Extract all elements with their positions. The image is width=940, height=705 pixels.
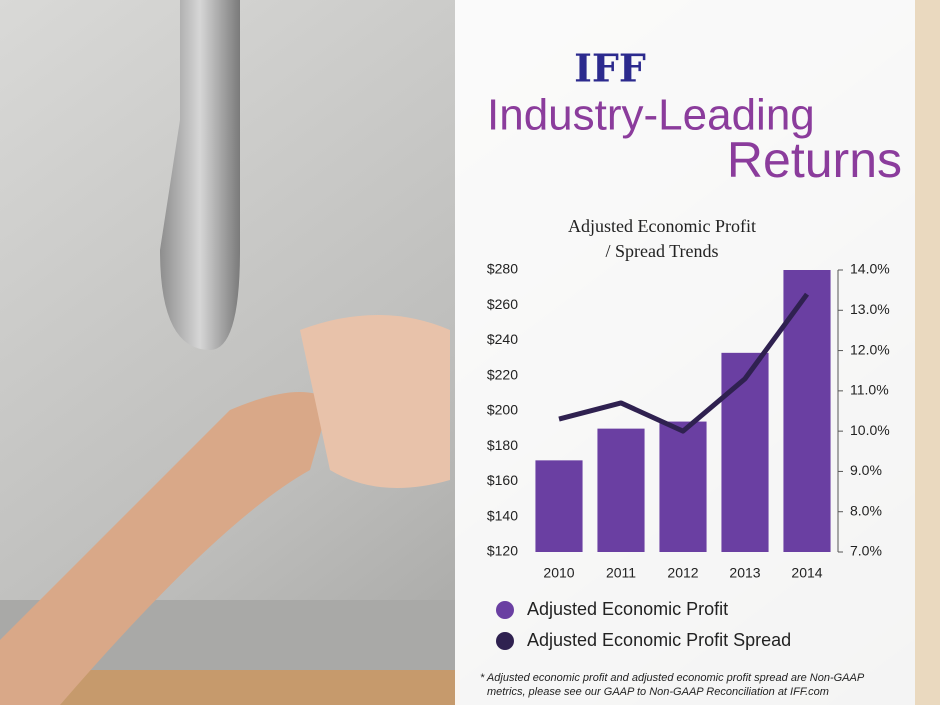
footnote: * Adjusted economic profit and adjusted … bbox=[480, 672, 865, 684]
y-tick-label: $160 bbox=[487, 472, 518, 488]
y2-tick-label: 14.0% bbox=[850, 261, 890, 277]
legend-label: Adjusted Economic Profit bbox=[527, 599, 728, 619]
legend-marker bbox=[496, 632, 514, 650]
y2-tick-label: 11.0% bbox=[850, 382, 889, 398]
bar bbox=[721, 352, 769, 552]
x-tick-label: 2014 bbox=[791, 565, 822, 581]
y-tick-label: $200 bbox=[487, 402, 518, 418]
title: Returns bbox=[727, 132, 902, 188]
y-tick-label: $140 bbox=[487, 507, 518, 523]
x-tick-label: 2012 bbox=[667, 565, 698, 581]
y-tick-label: $120 bbox=[487, 543, 518, 559]
y2-tick-label: 9.0% bbox=[850, 462, 882, 478]
y2-tick-label: 12.0% bbox=[850, 341, 890, 357]
faucet bbox=[160, 0, 240, 350]
title: Industry-Leading bbox=[487, 91, 815, 140]
logo: IFF bbox=[574, 46, 646, 91]
bar bbox=[659, 421, 707, 552]
chart-title: / Spread Trends bbox=[605, 241, 718, 261]
legend-marker bbox=[496, 601, 514, 619]
y2-tick-label: 8.0% bbox=[850, 502, 882, 518]
arm bbox=[0, 392, 330, 705]
bar bbox=[535, 460, 583, 552]
y-tick-label: $180 bbox=[487, 437, 518, 453]
y2-tick-label: 13.0% bbox=[850, 301, 890, 317]
bar bbox=[783, 270, 831, 552]
y-tick-label: $280 bbox=[487, 261, 518, 277]
legend-label: Adjusted Economic Profit Spread bbox=[527, 630, 791, 650]
y2-tick-label: 7.0% bbox=[850, 543, 882, 559]
y2-tick-label: 10.0% bbox=[850, 422, 890, 438]
y-tick-label: $260 bbox=[487, 296, 518, 312]
x-tick-label: 2010 bbox=[543, 565, 574, 581]
footnote: metrics, please see our GAAP to Non-GAAP… bbox=[487, 686, 829, 698]
side-strip bbox=[915, 0, 940, 705]
y-tick-label: $240 bbox=[487, 331, 518, 347]
y-tick-label: $220 bbox=[487, 366, 518, 382]
bar bbox=[597, 428, 645, 552]
x-tick-label: 2011 bbox=[606, 565, 636, 581]
hand bbox=[300, 315, 450, 488]
x-tick-label: 2013 bbox=[729, 565, 760, 581]
line bbox=[558, 292, 810, 434]
chart-title: Adjusted Economic Profit bbox=[568, 216, 756, 236]
